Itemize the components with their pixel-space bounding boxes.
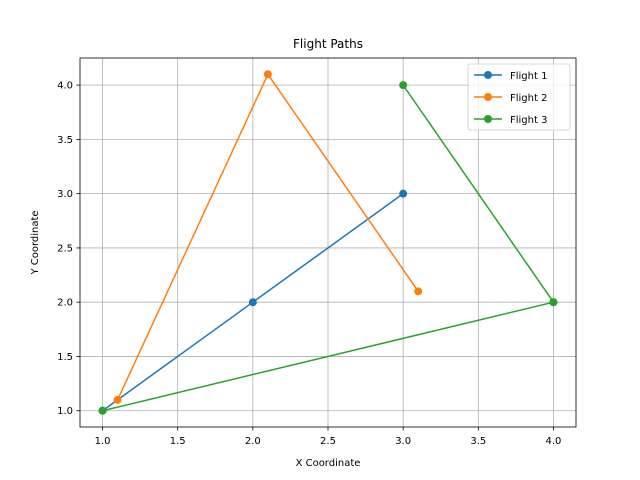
legend-box bbox=[467, 63, 571, 131]
data-point-flight-2 bbox=[263, 70, 272, 79]
y-tick-label: 4.0 bbox=[57, 81, 73, 92]
legend-label: Flight 1 bbox=[510, 71, 547, 82]
chart-title: Flight Paths bbox=[293, 37, 363, 51]
y-tick-label: 3.0 bbox=[57, 189, 73, 200]
legend-label: Flight 3 bbox=[510, 115, 547, 126]
data-point-flight-1 bbox=[399, 189, 408, 198]
x-tick-label: 1.5 bbox=[170, 436, 186, 447]
data-point-flight-1 bbox=[248, 298, 257, 307]
x-axis-label: X Coordinate bbox=[296, 458, 361, 469]
legend: Flight 1 Flight 2 Flight 3 bbox=[467, 63, 571, 131]
data-point-flight-3 bbox=[399, 81, 408, 90]
x-tick-label: 1.0 bbox=[95, 436, 111, 447]
y-tick-label: 1.0 bbox=[57, 406, 73, 417]
y-tick-label: 2.5 bbox=[57, 243, 73, 254]
x-tick-label: 3.5 bbox=[470, 436, 486, 447]
y-tick-label: 1.5 bbox=[57, 352, 73, 363]
x-tick-label: 2.5 bbox=[320, 436, 336, 447]
legend-marker bbox=[484, 115, 492, 123]
axis-ticks: 1.0 1.5 2.0 2.5 3.0 3.5 4.0 1.0 1.5 2.0 2.5 3.0 3.5 4… bbox=[57, 81, 561, 447]
x-tick-label: 4.0 bbox=[546, 436, 562, 447]
legend-marker bbox=[484, 93, 492, 101]
x-tick-label: 2.0 bbox=[245, 436, 261, 447]
data-point-flight-3 bbox=[549, 298, 558, 307]
legend-marker bbox=[484, 71, 492, 79]
y-tick-label: 3.5 bbox=[57, 135, 73, 146]
data-point-flight-2 bbox=[414, 287, 423, 296]
y-axis-label: Y Coordinate bbox=[30, 210, 41, 275]
data-point-flight-3 bbox=[98, 406, 107, 415]
legend-label: Flight 2 bbox=[510, 93, 547, 104]
data-point-flight-2 bbox=[113, 395, 122, 404]
y-tick-label: 2.0 bbox=[57, 298, 73, 309]
series-lines bbox=[98, 70, 558, 415]
series-line-flight-3 bbox=[102, 84, 555, 412]
x-tick-label: 3.0 bbox=[395, 436, 411, 447]
